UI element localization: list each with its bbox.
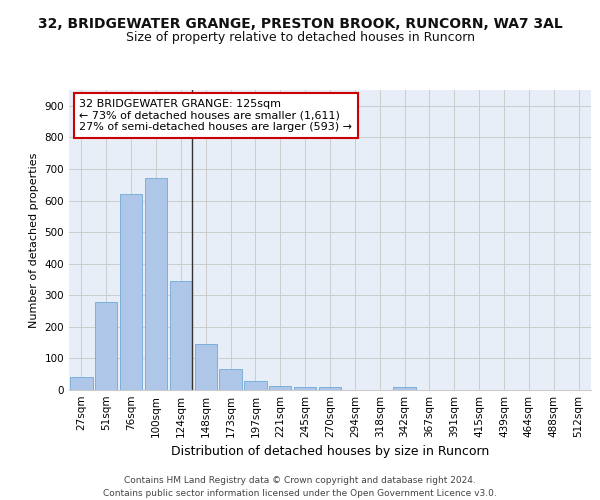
Y-axis label: Number of detached properties: Number of detached properties [29, 152, 39, 328]
Bar [244, 381, 266, 390]
Bar [394, 388, 416, 390]
Bar [95, 302, 118, 390]
Bar [220, 370, 242, 390]
Bar [319, 387, 341, 390]
Bar [170, 281, 192, 390]
Bar [145, 178, 167, 390]
Text: Size of property relative to detached houses in Runcorn: Size of property relative to detached ho… [125, 31, 475, 44]
Text: 32, BRIDGEWATER GRANGE, PRESTON BROOK, RUNCORN, WA7 3AL: 32, BRIDGEWATER GRANGE, PRESTON BROOK, R… [38, 18, 562, 32]
Bar [194, 344, 217, 390]
X-axis label: Distribution of detached houses by size in Runcorn: Distribution of detached houses by size … [171, 446, 489, 458]
Bar [294, 386, 316, 390]
Text: Contains HM Land Registry data © Crown copyright and database right 2024.
Contai: Contains HM Land Registry data © Crown c… [103, 476, 497, 498]
Text: 32 BRIDGEWATER GRANGE: 125sqm
← 73% of detached houses are smaller (1,611)
27% o: 32 BRIDGEWATER GRANGE: 125sqm ← 73% of d… [79, 99, 352, 132]
Bar [120, 194, 142, 390]
Bar [70, 378, 92, 390]
Bar [269, 386, 292, 390]
